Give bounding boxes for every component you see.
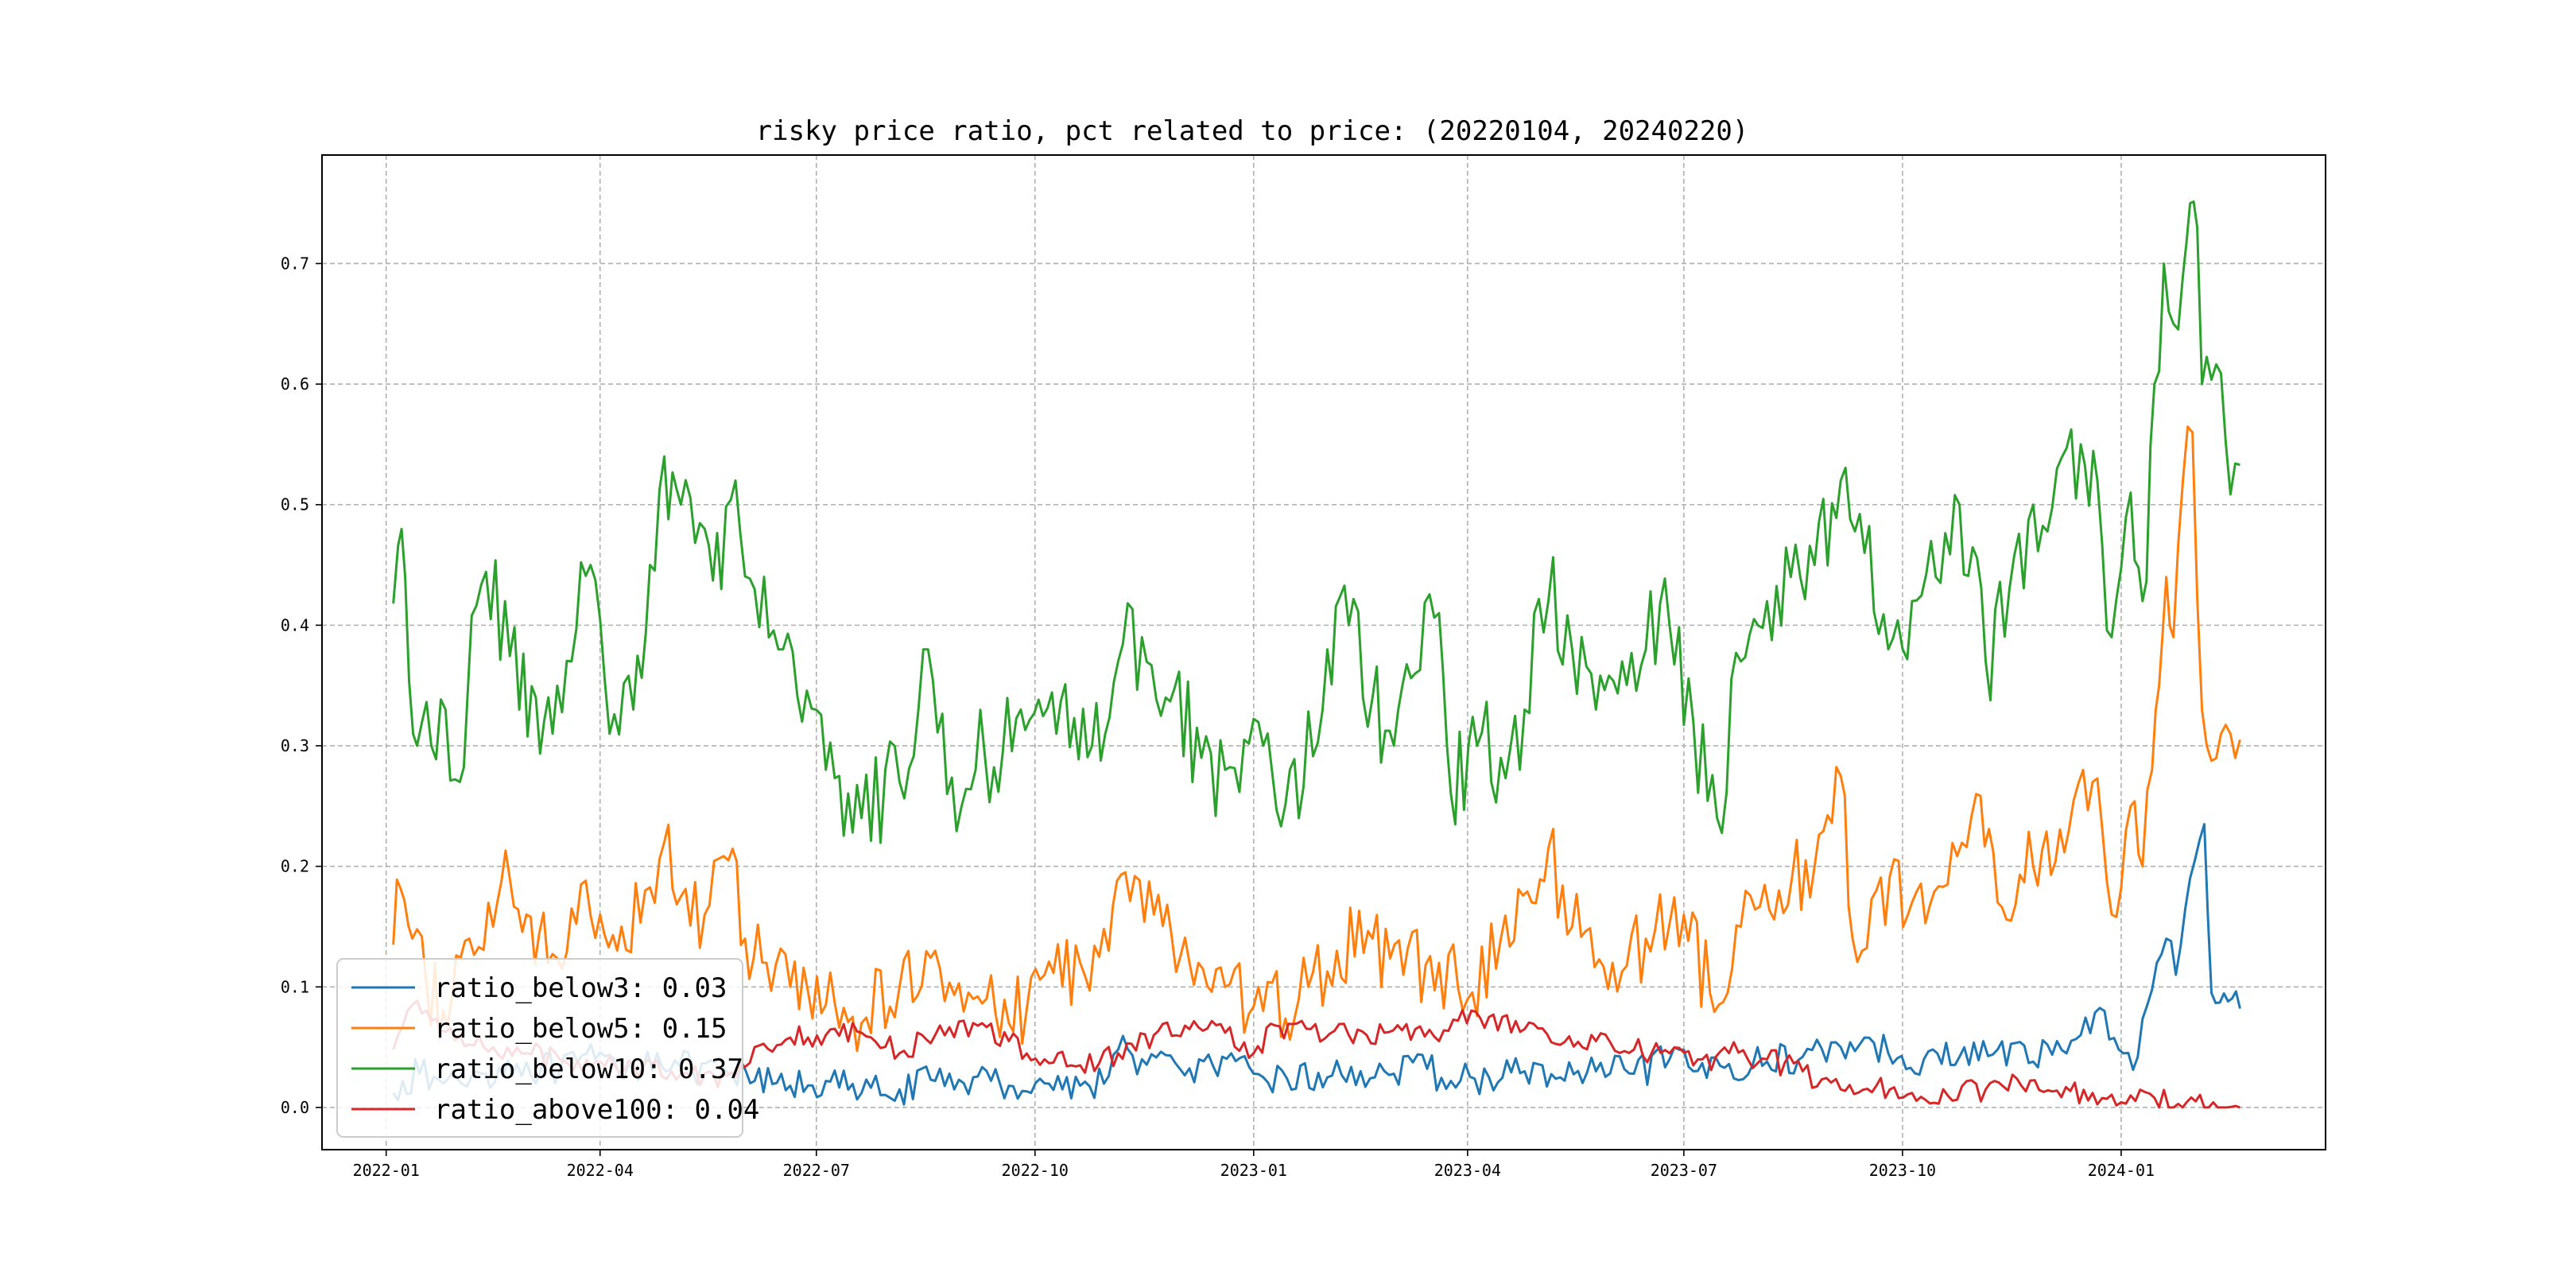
plot-frame: [321, 154, 2326, 1150]
x-axis-ticks: 2022-01 2022-04 2022-07 2022-10 2023-01 2023-…: [353, 1150, 2155, 1180]
x-tick-label: 2024-01: [2088, 1161, 2155, 1180]
x-tick-label: 2023-07: [1651, 1161, 1717, 1180]
x-tick-label: 2022-07: [783, 1161, 850, 1180]
legend-label-ratio_above100: ratio_above100: 0.04: [434, 1094, 759, 1126]
y-tick-label: 0.4: [281, 615, 309, 634]
y-tick-label: 0.3: [281, 736, 309, 755]
x-tick-label: 2023-01: [1220, 1161, 1287, 1180]
y-tick-label: 0.6: [281, 374, 309, 394]
y-tick-label: 0.0: [281, 1098, 309, 1117]
legend-label-ratio_below5: ratio_below5: 0.15: [434, 1013, 727, 1045]
y-tick-label: 0.5: [281, 495, 309, 514]
chart-title: risky price ratio, pct related to price:…: [756, 115, 1749, 147]
x-tick-label: 2023-10: [1869, 1161, 1936, 1180]
grid: [322, 155, 2326, 1150]
series-line-ratio_below5: [392, 425, 2241, 1053]
legend-box: [336, 958, 743, 1138]
series-lines: [392, 200, 2241, 1109]
legend-label-ratio_below3: ratio_below3: 0.03: [434, 972, 727, 1004]
x-tick-label: 2022-04: [567, 1161, 634, 1180]
y-axis-ticks: 0.0 0.1 0.2 0.3 0.4 0.5 0.6 0.7: [281, 254, 322, 1117]
y-tick-label: 0.1: [281, 977, 309, 996]
x-tick-label: 2022-01: [353, 1161, 420, 1180]
x-tick-label: 2023-04: [1434, 1161, 1501, 1180]
x-tick-label: 2022-10: [1002, 1161, 1069, 1180]
y-tick-label: 0.2: [281, 857, 309, 876]
legend-label-ratio_below10: ratio_below10: 0.37: [434, 1053, 743, 1085]
series-line-ratio_below10: [392, 200, 2240, 844]
y-tick-label: 0.7: [281, 254, 309, 273]
legend: ratio_below3: 0.03 ratio_below5: 0.15 rati…: [336, 958, 759, 1138]
